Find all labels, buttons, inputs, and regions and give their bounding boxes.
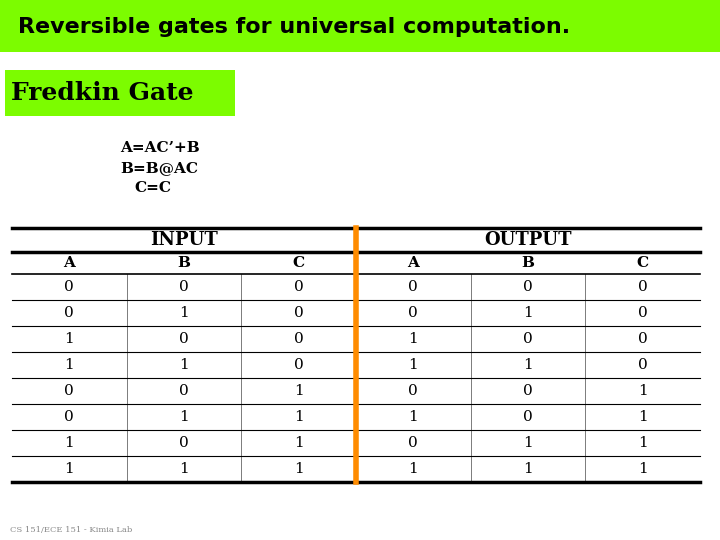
Text: 1: 1 bbox=[65, 436, 74, 450]
Text: 1: 1 bbox=[179, 410, 189, 424]
Text: A: A bbox=[63, 256, 76, 270]
Text: B: B bbox=[521, 256, 534, 270]
Text: 1: 1 bbox=[523, 462, 533, 476]
Text: Fredkin Gate: Fredkin Gate bbox=[11, 81, 194, 105]
Text: 1: 1 bbox=[638, 462, 647, 476]
Text: 0: 0 bbox=[65, 306, 74, 320]
Text: 1: 1 bbox=[179, 358, 189, 372]
Text: C=C: C=C bbox=[134, 181, 171, 195]
Text: 0: 0 bbox=[294, 358, 304, 372]
Text: 0: 0 bbox=[294, 332, 304, 346]
Text: 0: 0 bbox=[408, 280, 418, 294]
Text: 0: 0 bbox=[294, 280, 304, 294]
Text: B=B@AC: B=B@AC bbox=[120, 161, 198, 175]
Text: 1: 1 bbox=[523, 358, 533, 372]
Text: 1: 1 bbox=[179, 306, 189, 320]
Text: 0: 0 bbox=[179, 436, 189, 450]
Text: 0: 0 bbox=[65, 410, 74, 424]
Text: OUTPUT: OUTPUT bbox=[485, 231, 572, 249]
Text: 1: 1 bbox=[408, 358, 418, 372]
Text: 0: 0 bbox=[65, 280, 74, 294]
Text: 1: 1 bbox=[65, 332, 74, 346]
Text: 0: 0 bbox=[638, 280, 647, 294]
Text: 1: 1 bbox=[408, 462, 418, 476]
Text: 1: 1 bbox=[294, 436, 304, 450]
Text: A: A bbox=[408, 256, 419, 270]
Text: 0: 0 bbox=[179, 280, 189, 294]
Text: 1: 1 bbox=[65, 358, 74, 372]
Text: A=AC’+B: A=AC’+B bbox=[120, 141, 199, 155]
Text: Reversible gates for universal computation.: Reversible gates for universal computati… bbox=[18, 17, 570, 37]
Text: 1: 1 bbox=[638, 384, 647, 398]
Text: 0: 0 bbox=[179, 384, 189, 398]
Text: 1: 1 bbox=[294, 462, 304, 476]
FancyBboxPatch shape bbox=[0, 0, 720, 52]
Text: 1: 1 bbox=[638, 410, 647, 424]
Text: B: B bbox=[178, 256, 191, 270]
Text: CS 151/ECE 151 - Kimia Lab: CS 151/ECE 151 - Kimia Lab bbox=[10, 526, 132, 534]
Text: 0: 0 bbox=[408, 306, 418, 320]
Text: 1: 1 bbox=[638, 436, 647, 450]
Text: 0: 0 bbox=[638, 306, 647, 320]
Text: 0: 0 bbox=[408, 436, 418, 450]
Text: C: C bbox=[292, 256, 305, 270]
Text: 1: 1 bbox=[294, 410, 304, 424]
Text: 0: 0 bbox=[179, 332, 189, 346]
Text: 0: 0 bbox=[638, 332, 647, 346]
Text: 1: 1 bbox=[65, 462, 74, 476]
Text: 0: 0 bbox=[65, 384, 74, 398]
Text: 0: 0 bbox=[523, 332, 533, 346]
Text: 0: 0 bbox=[638, 358, 647, 372]
Text: 0: 0 bbox=[523, 410, 533, 424]
FancyBboxPatch shape bbox=[5, 70, 235, 116]
Text: 1: 1 bbox=[294, 384, 304, 398]
Text: 1: 1 bbox=[523, 306, 533, 320]
Text: 1: 1 bbox=[408, 332, 418, 346]
Text: 1: 1 bbox=[179, 462, 189, 476]
Text: 0: 0 bbox=[523, 384, 533, 398]
Text: 1: 1 bbox=[408, 410, 418, 424]
Text: 0: 0 bbox=[523, 280, 533, 294]
Text: INPUT: INPUT bbox=[150, 231, 218, 249]
Text: 1: 1 bbox=[523, 436, 533, 450]
Text: C: C bbox=[636, 256, 649, 270]
Text: 0: 0 bbox=[294, 306, 304, 320]
Text: 0: 0 bbox=[408, 384, 418, 398]
